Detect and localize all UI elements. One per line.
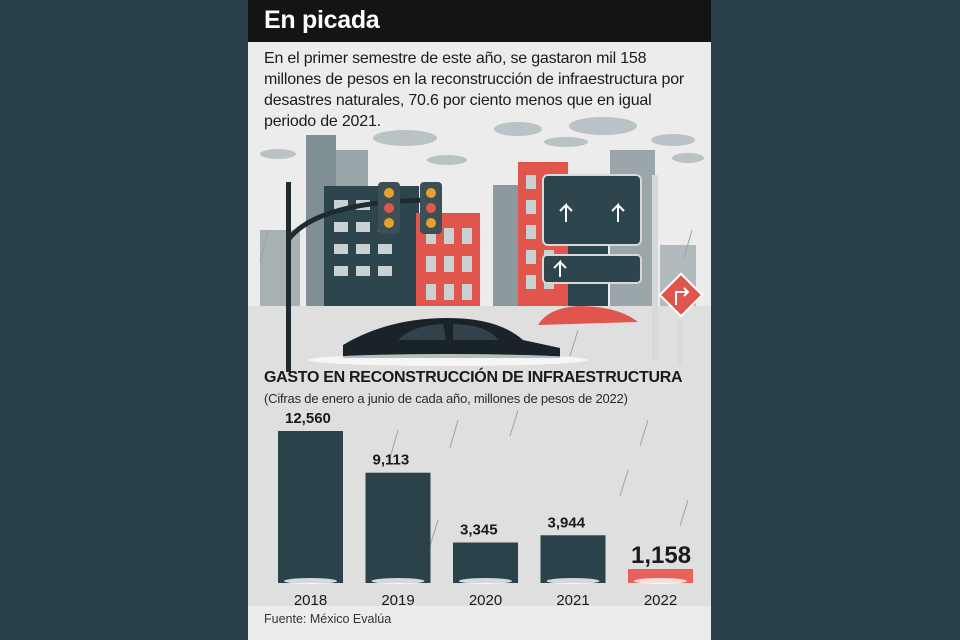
value-label-2019: 9,113 [373,452,410,469]
value-label-2020: 3,345 [460,522,498,539]
category-label-2021: 2021 [556,592,589,609]
rain [259,229,693,547]
chart-title: GASTO EN RECONSTRUCCIÓN DE INFRAESTRUCTU… [264,369,683,386]
value-label-2022: 1,158 [631,542,691,569]
title-bar: En picada [248,0,711,42]
category-label-2022: 2022 [644,592,677,609]
water-splash [308,354,588,366]
road-sign-icon [542,174,658,360]
bar-splash [634,578,687,584]
source-note: Fuente: México Evalúa [264,612,392,626]
value-label-2018: 12,560 [285,410,331,427]
value-label-2021: 3,944 [548,514,586,531]
bar-2021 [540,535,606,583]
bar-splash [371,578,425,584]
bar-chart: 12,560 2018 9,113 2019 3,345 2020 3,944 2021 1,1… [278,410,693,609]
category-label-2020: 2020 [469,592,502,609]
bar-2020 [453,542,518,583]
bar-splash [284,578,337,584]
traffic-light-icon [286,182,442,372]
category-label-2019: 2019 [381,592,414,609]
chart-subtitle: (Cifras de enero a junio de cada año, mi… [264,391,628,406]
bar-2019 [365,472,431,583]
bar-splash [459,578,512,584]
clouds [260,117,704,165]
bar-splash [546,578,600,584]
infographic-card: En picada En el primer semestre de este … [248,0,711,640]
category-label-2018: 2018 [294,592,327,609]
car-icon [343,306,638,358]
lead-paragraph: En el primer semestre de este año, se ga… [264,50,685,130]
headline: En picada [264,6,380,34]
turn-right-sign-icon [658,272,704,365]
bar-2018 [278,431,343,583]
